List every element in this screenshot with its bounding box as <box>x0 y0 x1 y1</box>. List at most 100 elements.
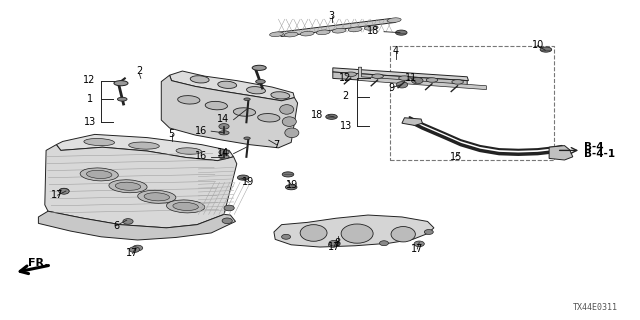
Ellipse shape <box>269 32 284 36</box>
Text: 3: 3 <box>328 11 335 21</box>
Ellipse shape <box>246 87 266 94</box>
Ellipse shape <box>271 92 290 99</box>
Text: 17: 17 <box>328 242 340 252</box>
Ellipse shape <box>328 242 337 247</box>
Ellipse shape <box>258 114 280 122</box>
Ellipse shape <box>234 108 255 116</box>
Ellipse shape <box>178 96 200 104</box>
Ellipse shape <box>399 76 410 80</box>
Ellipse shape <box>59 188 69 194</box>
Ellipse shape <box>414 241 424 247</box>
Ellipse shape <box>372 74 383 78</box>
Ellipse shape <box>144 193 170 201</box>
Polygon shape <box>274 215 434 247</box>
Ellipse shape <box>190 76 209 83</box>
Ellipse shape <box>173 202 198 211</box>
Text: 18: 18 <box>367 26 379 36</box>
Ellipse shape <box>176 148 202 154</box>
Ellipse shape <box>412 77 423 84</box>
Text: 17: 17 <box>126 248 139 259</box>
Ellipse shape <box>396 30 407 35</box>
Text: 12: 12 <box>339 73 352 83</box>
Text: 6: 6 <box>113 220 120 231</box>
Ellipse shape <box>300 31 314 36</box>
Text: 17: 17 <box>411 244 424 254</box>
Ellipse shape <box>329 240 339 246</box>
Polygon shape <box>549 146 573 160</box>
Ellipse shape <box>285 185 297 190</box>
Ellipse shape <box>59 188 69 194</box>
Ellipse shape <box>341 224 373 243</box>
Text: 2: 2 <box>342 91 349 101</box>
Text: 10: 10 <box>531 40 544 51</box>
Text: 14: 14 <box>217 114 229 124</box>
Text: 8: 8 <box>335 237 341 248</box>
Ellipse shape <box>219 131 229 135</box>
Ellipse shape <box>282 117 296 126</box>
Ellipse shape <box>426 78 438 82</box>
Ellipse shape <box>138 190 176 203</box>
Text: 18: 18 <box>311 110 323 120</box>
Ellipse shape <box>252 65 266 70</box>
Text: 7: 7 <box>273 140 280 150</box>
Text: 5: 5 <box>168 129 175 140</box>
Ellipse shape <box>219 124 229 129</box>
Ellipse shape <box>387 18 401 22</box>
Ellipse shape <box>222 218 232 224</box>
Ellipse shape <box>348 27 362 32</box>
Ellipse shape <box>109 180 147 193</box>
Ellipse shape <box>256 79 266 84</box>
Ellipse shape <box>391 227 415 242</box>
Ellipse shape <box>316 30 330 35</box>
Ellipse shape <box>326 114 337 119</box>
Ellipse shape <box>218 81 237 88</box>
Ellipse shape <box>205 101 227 110</box>
Ellipse shape <box>118 97 127 101</box>
Ellipse shape <box>237 175 249 180</box>
Ellipse shape <box>364 26 378 30</box>
Text: 11: 11 <box>405 73 418 84</box>
Text: 9: 9 <box>388 83 395 93</box>
Polygon shape <box>56 134 234 161</box>
Polygon shape <box>402 118 422 125</box>
Ellipse shape <box>129 247 140 252</box>
Ellipse shape <box>80 168 118 181</box>
Text: 12: 12 <box>83 75 96 85</box>
Polygon shape <box>333 68 468 81</box>
Text: 19: 19 <box>285 180 298 190</box>
Text: 14: 14 <box>217 148 229 158</box>
Ellipse shape <box>380 241 388 246</box>
Ellipse shape <box>84 139 115 146</box>
Polygon shape <box>38 211 236 240</box>
Ellipse shape <box>396 82 408 88</box>
Text: 1: 1 <box>86 93 93 104</box>
Ellipse shape <box>244 98 250 100</box>
Ellipse shape <box>280 105 294 114</box>
Ellipse shape <box>282 172 294 177</box>
Ellipse shape <box>282 234 291 239</box>
Ellipse shape <box>166 200 205 213</box>
Ellipse shape <box>244 137 250 140</box>
Ellipse shape <box>332 28 346 33</box>
Text: 16: 16 <box>195 151 207 161</box>
Polygon shape <box>358 67 486 90</box>
Polygon shape <box>170 71 294 101</box>
Ellipse shape <box>86 170 112 179</box>
Ellipse shape <box>300 225 327 241</box>
Ellipse shape <box>219 149 229 155</box>
Ellipse shape <box>285 128 299 138</box>
Ellipse shape <box>115 182 141 190</box>
Polygon shape <box>333 72 467 86</box>
Ellipse shape <box>219 155 229 159</box>
Ellipse shape <box>284 32 298 37</box>
Ellipse shape <box>129 142 159 149</box>
Text: 2: 2 <box>136 66 143 76</box>
Text: B-4: B-4 <box>584 142 604 152</box>
Ellipse shape <box>123 219 133 224</box>
Polygon shape <box>275 19 396 36</box>
Ellipse shape <box>224 205 234 211</box>
Text: 15: 15 <box>449 152 462 162</box>
Text: 13: 13 <box>339 121 352 132</box>
Text: TX44E0311: TX44E0311 <box>573 303 618 312</box>
Ellipse shape <box>345 72 356 76</box>
